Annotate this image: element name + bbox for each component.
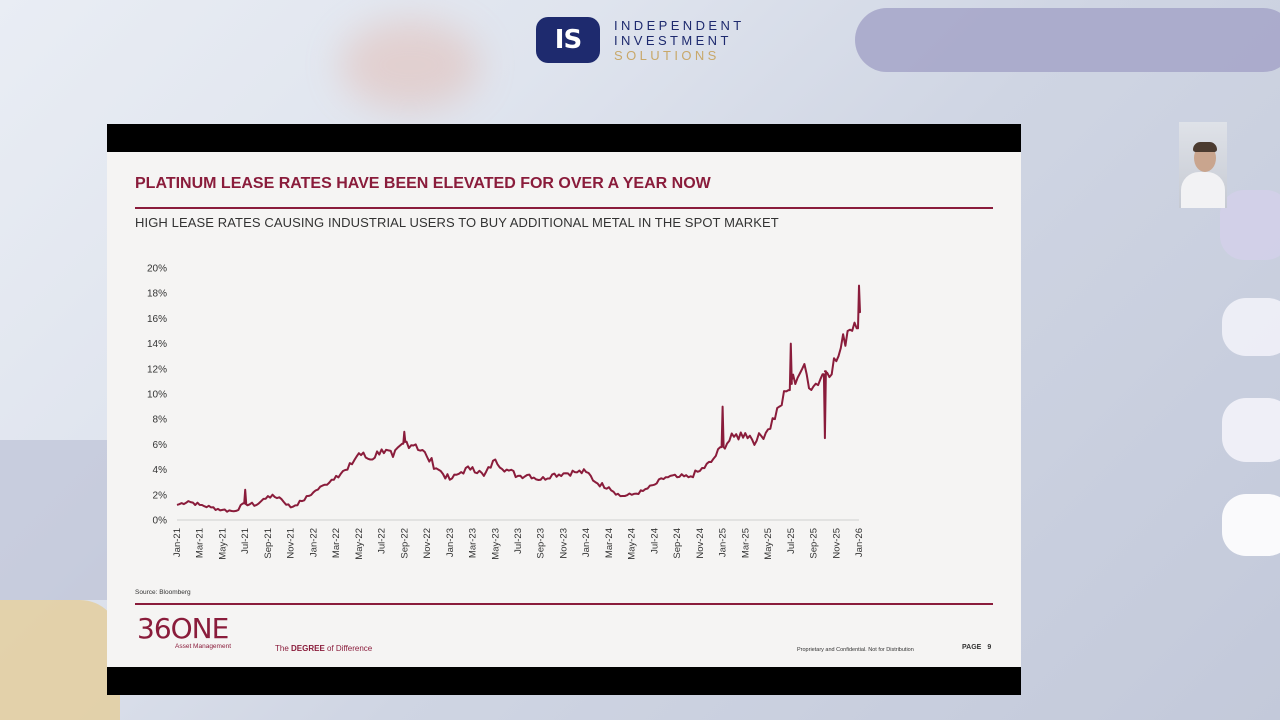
presentation-slide: PLATINUM LEASE RATES HAVE BEEN ELEVATED …	[107, 152, 1021, 667]
brand-logo: 36ONE Asset Management	[137, 612, 232, 651]
x-tick-label: Jul-24	[649, 528, 660, 554]
y-tick-label: 10%	[147, 390, 167, 401]
company-logo-icon: IS	[536, 17, 600, 63]
x-tick-label: Jul-21	[240, 528, 251, 554]
source-note: Source: Bloomberg	[135, 589, 191, 596]
x-tick-label: May-22	[354, 528, 365, 560]
tagline-post: of Difference	[324, 644, 373, 653]
slide-title: PLATINUM LEASE RATES HAVE BEEN ELEVATED …	[135, 175, 711, 192]
x-tick-label: Jan-24	[581, 528, 592, 557]
background-pill-shape	[855, 8, 1280, 72]
background-tile	[1222, 494, 1280, 556]
y-tick-label: 18%	[147, 289, 167, 300]
page-label: PAGE	[962, 644, 982, 651]
tagline-bold: DEGREE	[291, 644, 325, 653]
y-tick-label: 16%	[147, 314, 167, 325]
webcam-thumbnail[interactable]	[1179, 122, 1227, 208]
logo-line: SOLUTIONS	[614, 47, 720, 63]
x-tick-label: Mar-25	[740, 528, 751, 558]
x-tick-label: Mar-21	[195, 528, 206, 558]
background-tile	[0, 440, 110, 600]
x-tick-label: Jan-25	[718, 528, 729, 557]
background-tile	[1222, 398, 1280, 462]
x-tick-label: Mar-24	[604, 528, 615, 558]
x-tick-label: Jan-22	[308, 528, 319, 557]
x-tick-label: Nov-21	[286, 528, 297, 559]
x-tick-label: Jan-23	[445, 528, 456, 557]
x-tick-label: Nov-23	[558, 528, 569, 559]
lease-rate-chart: 0% 2% 4% 6% 8% 10% 12% 14% 16% 18% 20% Jan-21 Mar-21…	[147, 264, 865, 560]
x-tick-label: Sep-24	[672, 528, 683, 559]
page-value: 9	[987, 644, 992, 651]
brand-subtitle: Asset Management	[175, 643, 232, 650]
person-body	[1181, 172, 1225, 208]
x-tick-label: Nov-24	[695, 528, 706, 559]
x-tick-label: Nov-25	[831, 528, 842, 559]
tagline-pre: The	[275, 644, 292, 653]
slide-subtitle: HIGH LEASE RATES CAUSING INDUSTRIAL USER…	[135, 215, 779, 230]
y-tick-label: 2%	[153, 490, 168, 501]
page-number: PAGE 9	[962, 644, 991, 651]
y-tick-label: 8%	[153, 415, 168, 426]
confidential-note: Proprietary and Confidential. Not for Di…	[797, 647, 914, 653]
x-tick-label: Jan-26	[854, 528, 865, 557]
x-tick-label: May-24	[627, 528, 638, 560]
y-tick-label: 14%	[147, 339, 167, 350]
y-tick-label: 6%	[153, 440, 168, 451]
header-logo: IS INDEPENDENT INVESTMENT SOLUTIONS	[536, 17, 745, 63]
background-tile	[0, 600, 120, 720]
x-tick-label: May-25	[763, 528, 774, 560]
brand-name: 36ONE	[137, 612, 229, 645]
x-tick-label: Nov-22	[422, 528, 433, 559]
x-tick-label: Jul-22	[377, 528, 388, 554]
x-tick-label: Jul-23	[513, 528, 524, 554]
title-divider	[135, 207, 993, 209]
background-blur-shape	[340, 20, 480, 110]
x-tick-label: Jan-21	[172, 528, 183, 557]
x-tick-label: Mar-23	[468, 528, 479, 558]
x-tick-label: Jul-25	[786, 528, 797, 554]
x-tick-label: May-23	[490, 528, 501, 560]
logo-line: INVESTMENT	[614, 32, 732, 48]
logo-wordmark: INDEPENDENT INVESTMENT SOLUTIONS	[614, 18, 745, 63]
person-hair	[1193, 142, 1217, 152]
x-tick-label: May-21	[217, 528, 228, 560]
y-tick-label: 12%	[147, 364, 167, 375]
x-tick-label: Sep-23	[536, 528, 547, 559]
logo-line: INDEPENDENT	[614, 17, 745, 33]
lease-rate-series-line	[176, 284, 861, 513]
background-tile	[1220, 190, 1280, 260]
y-tick-label: 4%	[153, 465, 168, 476]
x-tick-label: Sep-21	[263, 528, 274, 559]
x-tick-label: Mar-22	[331, 528, 342, 558]
background-tile	[1222, 298, 1280, 356]
footer-divider	[135, 603, 993, 605]
x-tick-label: Sep-25	[809, 528, 820, 559]
tagline: The DEGREE of Difference	[275, 644, 372, 653]
y-tick-label: 20%	[147, 264, 167, 275]
x-tick-label: Sep-22	[399, 528, 410, 559]
y-tick-label: 0%	[153, 516, 168, 527]
